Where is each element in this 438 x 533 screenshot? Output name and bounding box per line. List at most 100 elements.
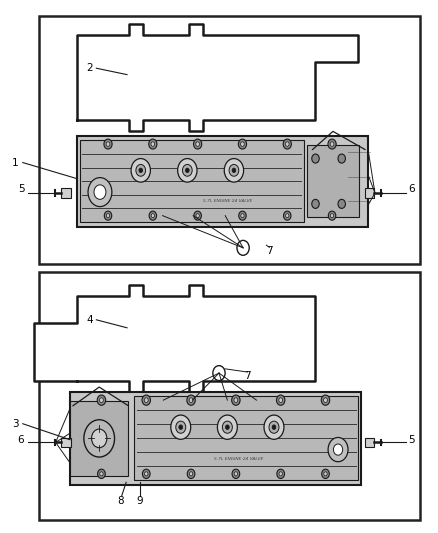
Circle shape (286, 142, 289, 147)
Circle shape (98, 469, 105, 479)
Circle shape (232, 469, 240, 479)
Circle shape (171, 415, 191, 439)
Circle shape (183, 165, 192, 176)
Circle shape (241, 214, 244, 217)
Circle shape (145, 472, 148, 476)
Circle shape (264, 415, 284, 439)
Circle shape (187, 395, 195, 405)
Circle shape (286, 214, 289, 217)
Circle shape (99, 398, 103, 402)
Circle shape (333, 444, 343, 455)
Bar (70, 401, 128, 475)
Circle shape (312, 199, 319, 208)
Circle shape (324, 398, 328, 402)
Circle shape (321, 469, 329, 479)
Circle shape (151, 214, 155, 217)
Bar (61, 188, 71, 198)
Text: 5: 5 (408, 435, 415, 445)
Text: 7: 7 (244, 371, 251, 381)
Circle shape (229, 165, 239, 176)
Circle shape (100, 472, 103, 476)
Circle shape (142, 469, 150, 479)
Circle shape (234, 472, 237, 476)
Circle shape (139, 168, 143, 173)
Circle shape (213, 366, 225, 381)
Text: 9: 9 (137, 496, 144, 506)
Circle shape (145, 398, 148, 402)
Circle shape (104, 211, 112, 220)
Text: 2: 2 (86, 63, 93, 73)
Text: 6: 6 (18, 435, 25, 445)
Circle shape (328, 211, 336, 220)
Bar (365, 438, 374, 447)
Circle shape (178, 159, 197, 182)
Circle shape (324, 472, 327, 476)
Circle shape (234, 398, 238, 402)
Circle shape (283, 139, 291, 149)
Circle shape (196, 142, 199, 147)
Circle shape (277, 469, 285, 479)
Circle shape (328, 438, 348, 462)
Bar (39, 272, 420, 520)
Circle shape (106, 214, 110, 217)
Text: 5: 5 (18, 184, 25, 194)
Circle shape (223, 421, 232, 433)
Polygon shape (34, 285, 315, 392)
Bar (134, 397, 358, 480)
Bar (307, 145, 359, 217)
Circle shape (142, 395, 151, 405)
Circle shape (194, 211, 201, 220)
Circle shape (176, 421, 186, 433)
Text: 1: 1 (12, 158, 19, 167)
Circle shape (238, 139, 247, 149)
Circle shape (189, 472, 193, 476)
Circle shape (330, 214, 334, 217)
Circle shape (232, 168, 236, 173)
Circle shape (84, 420, 114, 457)
Circle shape (149, 211, 156, 220)
Text: 6: 6 (408, 184, 415, 194)
Text: 3: 3 (12, 419, 19, 429)
Circle shape (194, 139, 202, 149)
Circle shape (239, 211, 246, 220)
Circle shape (106, 142, 110, 147)
Bar (80, 140, 304, 222)
Circle shape (224, 159, 244, 182)
Circle shape (92, 429, 107, 448)
Circle shape (279, 472, 283, 476)
Circle shape (237, 240, 249, 255)
Polygon shape (77, 23, 358, 131)
Bar (70, 392, 361, 485)
Text: 4: 4 (86, 315, 93, 325)
Circle shape (240, 142, 244, 147)
Circle shape (136, 165, 145, 176)
Circle shape (328, 139, 336, 149)
Circle shape (338, 199, 346, 208)
Circle shape (338, 154, 346, 163)
Circle shape (276, 395, 285, 405)
Text: 5.7L ENGINE 24 VALVE: 5.7L ENGINE 24 VALVE (214, 457, 264, 461)
Bar (365, 188, 374, 198)
Circle shape (283, 211, 291, 220)
Circle shape (94, 185, 106, 199)
Circle shape (88, 177, 112, 207)
Text: 7: 7 (266, 246, 273, 256)
Circle shape (151, 142, 155, 147)
Circle shape (189, 398, 193, 402)
Circle shape (226, 425, 229, 430)
Text: 5.7L ENGINE 24 VALVE: 5.7L ENGINE 24 VALVE (204, 199, 253, 203)
Circle shape (217, 415, 237, 439)
Circle shape (104, 139, 112, 149)
Circle shape (185, 168, 189, 173)
Bar (39, 16, 420, 264)
Circle shape (97, 395, 106, 405)
Bar (77, 136, 368, 227)
Circle shape (312, 154, 319, 163)
Circle shape (279, 398, 283, 402)
Circle shape (187, 469, 195, 479)
Circle shape (321, 395, 330, 405)
Text: 8: 8 (117, 496, 124, 506)
Circle shape (131, 159, 150, 182)
Circle shape (272, 425, 276, 430)
Circle shape (179, 425, 183, 430)
